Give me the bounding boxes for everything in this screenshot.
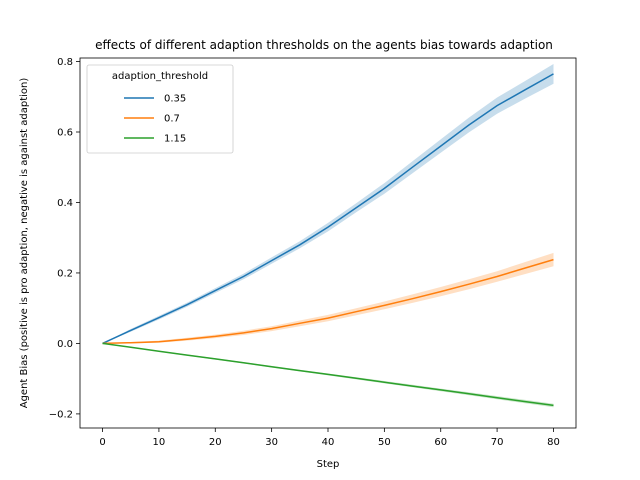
y-axis-ticks: −0.2 0.0 0.2 0.4 0.6 0.8 <box>49 57 80 420</box>
x-tick-label: 0 <box>99 437 105 448</box>
y-tick-label: 0.4 <box>57 198 73 209</box>
x-tick-label: 60 <box>434 437 447 448</box>
x-tick-label: 70 <box>491 437 504 448</box>
x-tick-label: 50 <box>378 437 391 448</box>
x-tick-label: 20 <box>209 437 222 448</box>
y-tick-label: 0.2 <box>57 268 73 279</box>
x-axis-label: Step <box>317 459 340 470</box>
legend-label-1: 0.7 <box>164 114 180 125</box>
series-lines <box>102 73 554 407</box>
x-axis-ticks: 0 10 20 30 40 50 60 70 80 <box>99 428 560 448</box>
series-line-2 <box>102 342 554 407</box>
legend-label-2: 1.15 <box>164 134 186 145</box>
legend-box <box>86 64 234 154</box>
x-tick-label: 30 <box>265 437 278 448</box>
series-line-1 <box>102 258 554 345</box>
y-tick-label: 0.6 <box>57 128 73 139</box>
series-band-0 <box>102 64 554 344</box>
x-tick-label: 80 <box>547 437 560 448</box>
chart-title: effects of different adaption thresholds… <box>95 38 553 52</box>
x-tick-label: 10 <box>153 437 166 448</box>
y-axis-label: Agent Bias (positive is pro adaption, ne… <box>19 78 30 409</box>
x-tick-label: 40 <box>322 437 335 448</box>
legend-title: adaption_threshold <box>112 71 208 82</box>
y-tick-label: 0.0 <box>57 339 73 350</box>
legend-items: 0.35 0.7 1.15 <box>124 94 186 145</box>
legend: adaption_threshold 0.35 0.7 1.15 <box>86 64 234 154</box>
series-line-0 <box>102 73 554 345</box>
y-tick-label: 0.8 <box>57 57 73 68</box>
y-tick-label: −0.2 <box>49 409 73 420</box>
legend-label-0: 0.35 <box>164 94 186 105</box>
